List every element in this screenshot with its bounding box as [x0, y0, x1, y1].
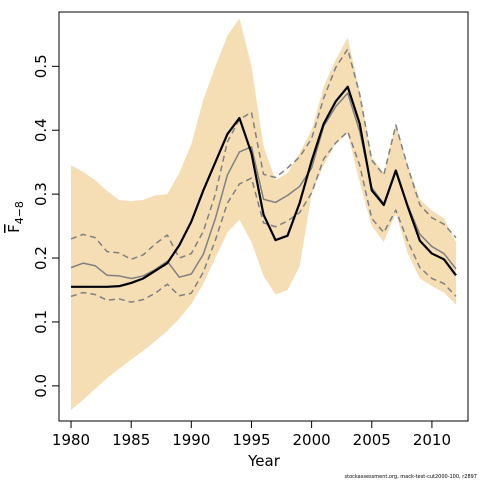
- y-tick-label: 0.3: [32, 182, 50, 206]
- x-axis-title: Year: [247, 452, 281, 470]
- y-axis-title: F4−8: [5, 201, 26, 233]
- y-tick-label: 0.5: [32, 54, 50, 78]
- footer-text: stockassessment.org, mack-test-cut2000-1…: [345, 474, 478, 480]
- retro-upper-line: [70, 48, 457, 261]
- svg-text:F4−8: F4−8: [5, 201, 26, 233]
- y-tick-label: 0.4: [32, 118, 50, 142]
- plot-frame: [58, 11, 469, 422]
- x-tick-label: 1995: [232, 431, 270, 449]
- y-tick-label: 0.0: [32, 374, 50, 398]
- x-tick-label: 1980: [52, 431, 90, 449]
- y-axis-title-main: F: [5, 224, 23, 233]
- y-axis: 0.0 0.1 0.2 0.3 0.4 0.5: [32, 54, 59, 398]
- x-tick-label: 2005: [353, 431, 391, 449]
- x-tick-label: 2000: [293, 431, 331, 449]
- y-axis-title-subscript: 4−8: [13, 201, 26, 224]
- main-line: [71, 85, 457, 288]
- x-tick-label: 2010: [413, 431, 451, 449]
- x-axis: 1980 1985 1990 1995 2000 2005 2010: [52, 421, 451, 449]
- y-tick-label: 0.2: [32, 246, 50, 270]
- x-tick-label: 1985: [112, 431, 150, 449]
- retro-lower-line: [70, 130, 457, 303]
- y-tick-label: 0.1: [32, 310, 50, 334]
- x-tick-label: 1990: [172, 431, 210, 449]
- plot-area: [70, 18, 457, 411]
